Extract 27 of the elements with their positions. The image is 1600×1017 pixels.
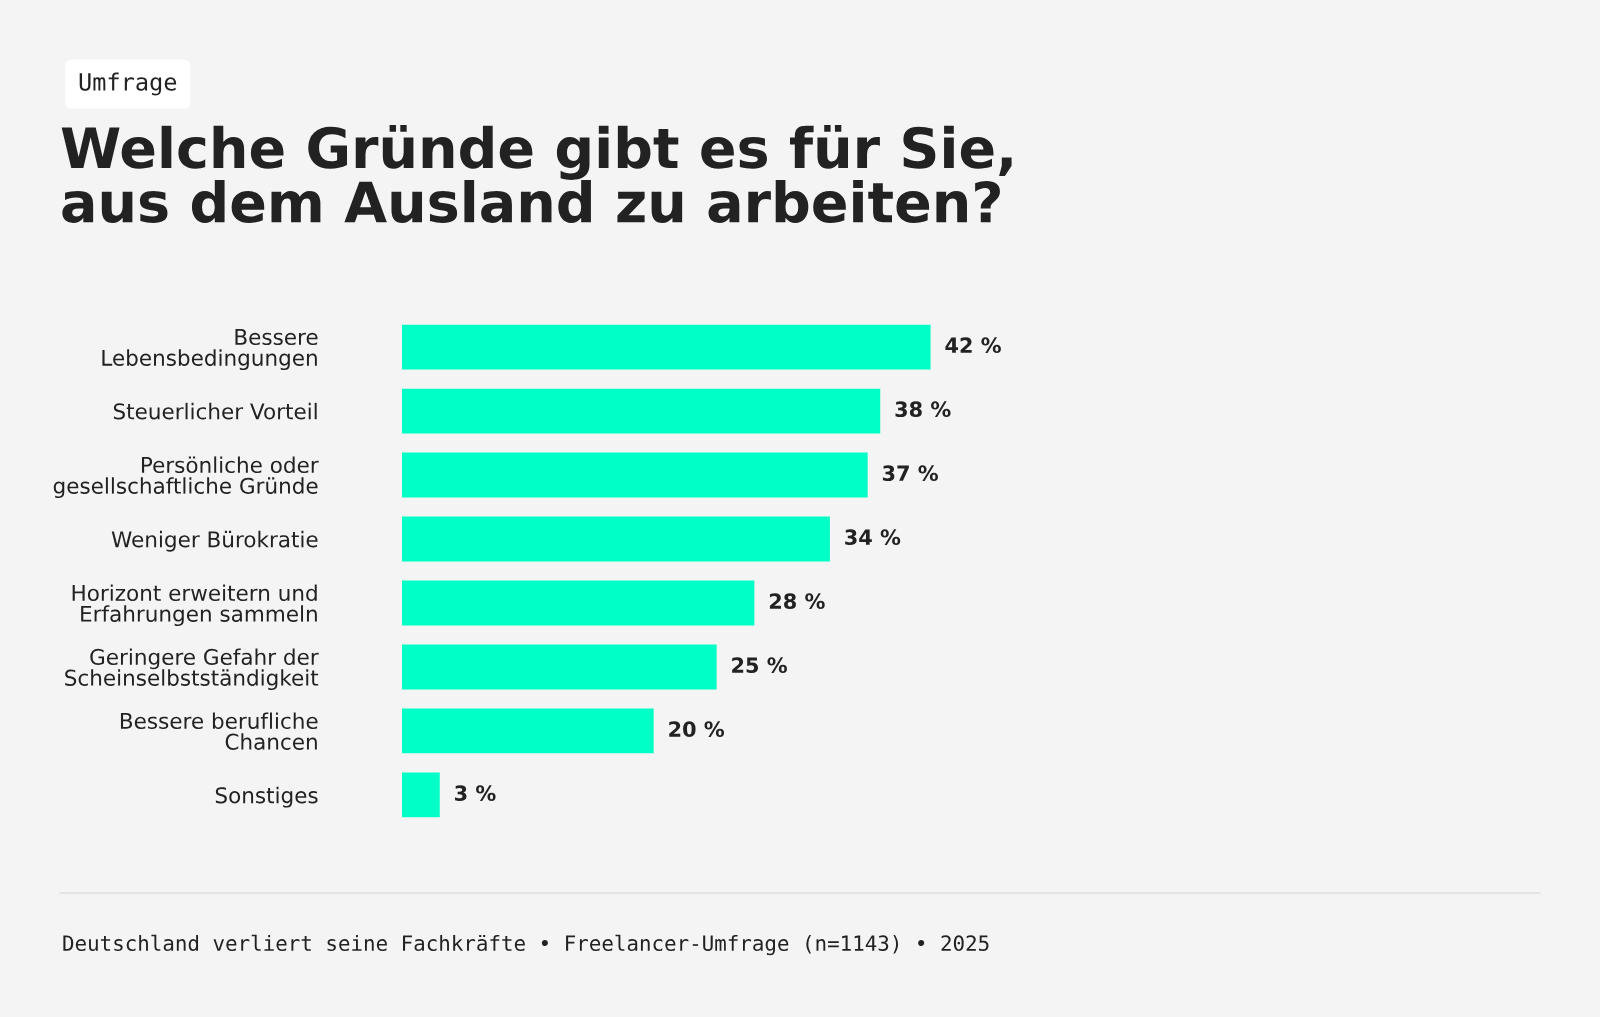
bar [402, 516, 830, 562]
y-tick-label: Bessere Lebensbedingungen [102, 329, 318, 371]
text: Umfrage [79, 72, 177, 96]
data-label: 25 % [732, 657, 787, 674]
data-label: 3 % [455, 785, 496, 802]
bar [402, 772, 440, 818]
data-label: 38 % [895, 401, 951, 418]
bar [402, 644, 717, 690]
chart-title: Welche Gründe gibt es für Sie, aus dem Ausland zu arbeiten? [61, 125, 1012, 223]
data-label: 37 % [882, 465, 938, 482]
data-label: 28 % [769, 593, 825, 610]
bar [402, 580, 755, 626]
bar [402, 324, 931, 370]
data-label: 20 % [669, 721, 725, 738]
bar [402, 388, 881, 434]
data-label: 42 % [945, 337, 1001, 354]
y-tick-label: Horizont erweitern und Erfahrungen sammeln [72, 584, 317, 627]
y-tick-label: Weniger Bürokratie [111, 530, 318, 552]
bar [402, 452, 868, 498]
data-label: 34 % [845, 529, 901, 546]
y-tick-label: Bessere berufliche Chancen [120, 712, 318, 750]
y-tick-label: Steuerlicher Vorteil [113, 402, 317, 420]
bar [402, 708, 654, 754]
y-tick-label: Geringere Gefahr der Scheinselbstständigkeit [65, 648, 319, 691]
text: Deutschland verliert seine Fachkräfte • Freelancer-Umfrage (n=1143) • 2025 [63, 934, 989, 956]
y-tick-label: Persönliche oder gesellschaftliche Gründe [53, 456, 319, 499]
y-tick-label: Sonstiges [215, 786, 318, 808]
